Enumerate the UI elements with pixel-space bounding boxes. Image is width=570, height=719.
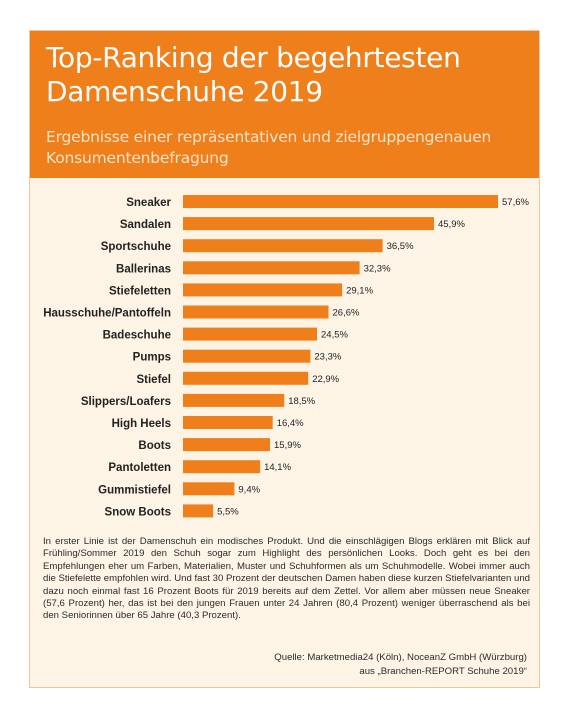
bar-chart: Sneaker 57,6% Sandalen 45,9% Sportschuhe 36,5… (43, 195, 529, 518)
value-label: 36,5% (387, 241, 414, 252)
value-label: 16,4% (277, 418, 304, 429)
category-label: Badeschuhe (103, 330, 171, 342)
value-label: 45,9% (438, 219, 465, 230)
value-label: 14,1% (264, 462, 291, 473)
header-banner: Top-Ranking der begehrtesten Damenschuhe… (30, 31, 539, 178)
value-label: 32,3% (364, 263, 391, 274)
bar (183, 416, 273, 429)
value-label: 57,6% (502, 197, 529, 208)
category-label: Stiefel (136, 374, 171, 386)
category-label: Sandalen (120, 219, 171, 231)
category-label: Ballerinas (116, 263, 171, 275)
category-label: High Heels (112, 418, 171, 430)
value-label: 18,5% (288, 396, 315, 407)
bar (183, 195, 498, 208)
value-label: 26,6% (333, 308, 360, 319)
value-label: 29,1% (346, 285, 373, 296)
page-title: Top-Ranking der begehrtesten Damenschuhe… (46, 41, 461, 108)
category-label: Hausschuhe/Pantoffeln (43, 308, 171, 320)
value-label: 24,5% (321, 330, 348, 341)
bar (183, 482, 235, 496)
bar (183, 460, 261, 474)
bar (183, 504, 214, 518)
category-label: Pumps (133, 352, 171, 364)
bar (183, 261, 360, 275)
source-line-2: aus „Branchen-REPORT Schuhe 2019“ (359, 665, 527, 677)
category-label: Boots (138, 440, 171, 452)
bar (183, 438, 270, 452)
bar (183, 239, 383, 253)
value-label: 15,9% (274, 440, 301, 451)
category-label: Pantoletten (108, 462, 171, 474)
body-paragraph: In erster Linie ist der Damenschuh ein m… (43, 536, 530, 622)
bar (183, 393, 285, 407)
bar (183, 217, 434, 231)
bar (183, 371, 309, 385)
source-note: Quelle: Marketmedia24 (Köln), NoceanZ Gm… (147, 651, 527, 678)
bar (183, 327, 317, 341)
category-label: Sportschuhe (101, 241, 171, 253)
bar (183, 349, 311, 363)
category-label: Sneaker (126, 197, 171, 209)
bar (183, 283, 343, 297)
value-label: 9,4% (238, 484, 260, 495)
bar (183, 305, 329, 319)
category-label: Gummistiefel (98, 484, 171, 496)
category-label: Stiefeletten (109, 285, 171, 297)
category-label: Slippers/Loafers (81, 396, 171, 408)
page-subtitle: Ergebnisse einer repräsentativen und zie… (46, 128, 492, 167)
source-line-1: Quelle: Marketmedia24 (Köln), NoceanZ Gm… (274, 652, 527, 663)
value-label: 22,9% (312, 374, 339, 385)
infographic-card: Top-Ranking der begehrtesten Damenschuhe… (29, 30, 540, 688)
category-label: Snow Boots (105, 506, 171, 518)
value-label: 23,3% (314, 352, 341, 363)
value-label: 5,5% (217, 506, 239, 517)
